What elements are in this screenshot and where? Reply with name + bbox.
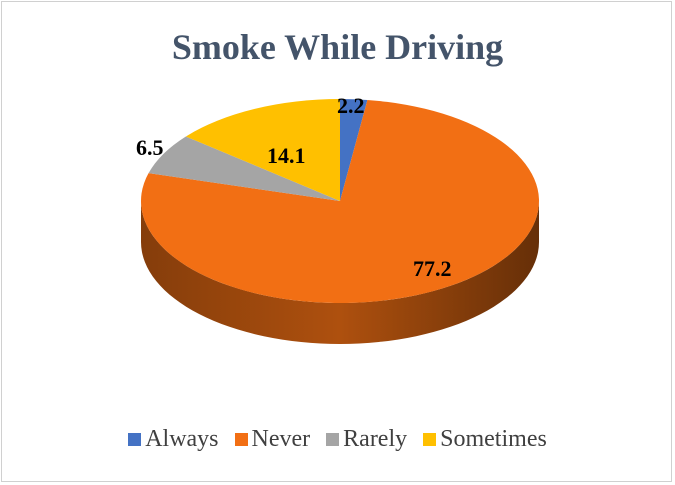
pie-slice-always — [340, 99, 368, 201]
legend-swatch — [423, 433, 437, 446]
legend-swatch — [234, 433, 248, 446]
pie-slice-sometimes — [185, 99, 340, 201]
legend-item-never: Never — [234, 426, 311, 453]
pie-slice-rarely — [148, 136, 340, 201]
data-label-never: 77.2 — [413, 256, 452, 281]
legend-label: Sometimes — [440, 426, 547, 452]
data-label-sometimes: 14.1 — [267, 143, 306, 168]
legend-item-rarely: Rarely — [326, 426, 407, 453]
legend-label: Never — [251, 426, 311, 452]
legend-swatch — [326, 433, 340, 446]
legend-label: Always — [145, 426, 219, 452]
chart-title: Smoke While Driving — [171, 27, 504, 67]
pie-side-never — [141, 201, 539, 344]
legend-swatch — [128, 433, 142, 446]
chart-legend: Always Never Rarely Sometimes — [0, 426, 675, 453]
pie-tops — [140, 99, 539, 303]
pie-slice-never — [140, 99, 539, 303]
data-label-always: 2.2 — [337, 93, 365, 118]
pie-sides — [141, 201, 539, 344]
legend-label: Rarely — [343, 426, 408, 452]
data-label-rarely: 6.5 — [136, 135, 164, 160]
legend-item-sometimes: Sometimes — [423, 426, 547, 453]
pie-labels: 2.2 77.2 6.5 14.1 — [136, 93, 452, 281]
legend-item-always: Always — [128, 426, 219, 453]
